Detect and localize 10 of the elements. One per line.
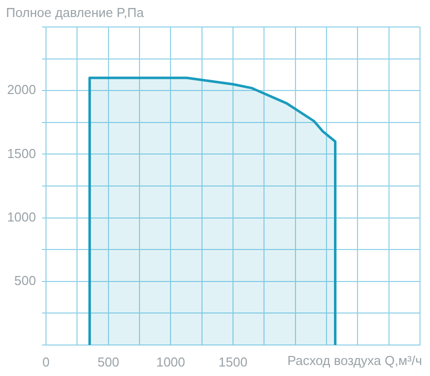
y-tick-label: 2000 <box>7 82 36 98</box>
y-tick-label: 1000 <box>7 209 36 224</box>
x-axis-title: Расход воздуха Q,м³/ч <box>287 353 422 368</box>
y-tick-label: 1500 <box>7 146 36 161</box>
x-tick-label: 0 <box>42 354 50 370</box>
x-tick-label: 1000 <box>156 354 186 370</box>
chart-title: Полное давление P,Па <box>6 5 145 20</box>
x-tick-label: 500 <box>97 354 120 370</box>
y-tick-label: 500 <box>14 272 36 288</box>
x-tick-label: 1500 <box>218 354 248 370</box>
